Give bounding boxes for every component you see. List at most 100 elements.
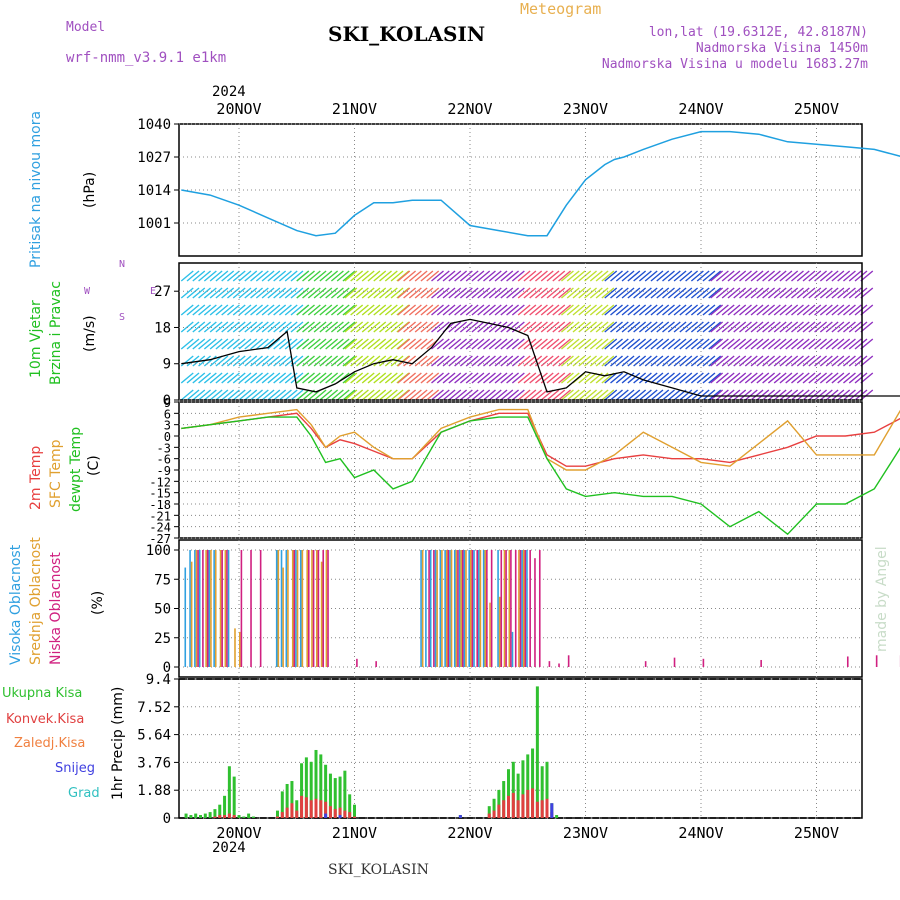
wind-barb bbox=[355, 389, 369, 401]
wind-barb bbox=[860, 321, 874, 333]
wind-barb bbox=[702, 372, 716, 384]
wind-tick-label: 9 bbox=[163, 357, 171, 373]
wind-barb bbox=[454, 355, 468, 367]
wind-barb bbox=[610, 270, 623, 282]
wind-barb bbox=[336, 304, 350, 316]
wind-barb bbox=[350, 389, 364, 401]
wind-barb bbox=[500, 304, 514, 316]
wind-barb bbox=[350, 338, 364, 350]
wind-barb bbox=[209, 338, 223, 350]
wind-barb bbox=[307, 372, 321, 384]
wind-barb bbox=[584, 321, 597, 333]
high-cloud-bar bbox=[511, 631, 514, 667]
low-cloud-bar bbox=[457, 550, 459, 667]
wind-barb bbox=[837, 287, 851, 299]
wind-barb bbox=[808, 372, 822, 384]
wind-barb bbox=[819, 287, 833, 299]
station-title: SKI_KOLASIN bbox=[328, 22, 486, 46]
wind-barb bbox=[715, 321, 729, 333]
wind-barb bbox=[414, 372, 428, 384]
wind-barb bbox=[558, 287, 571, 299]
mid-cloud-bar bbox=[239, 631, 241, 667]
high-cloud-label: Visoka Oblacnost bbox=[8, 544, 24, 665]
wind-barb bbox=[819, 338, 833, 350]
wind-barb bbox=[307, 389, 321, 401]
wind-barb bbox=[302, 321, 315, 333]
high-cloud-bar bbox=[420, 550, 422, 667]
high-cloud-bar bbox=[275, 550, 278, 667]
wind-barb bbox=[397, 372, 411, 384]
wind-barb bbox=[215, 389, 229, 401]
high-cloud-bar bbox=[463, 550, 466, 667]
wind-barb bbox=[186, 270, 200, 282]
wind-barb bbox=[589, 389, 603, 401]
low-cloud-bar bbox=[356, 658, 358, 667]
wind-barb bbox=[390, 389, 404, 401]
wind-barb bbox=[494, 304, 508, 316]
wind-barb bbox=[198, 389, 212, 401]
wind-barb bbox=[198, 304, 212, 316]
low-cloud-bar bbox=[226, 550, 228, 667]
wind-barb bbox=[267, 321, 281, 333]
wind-barb bbox=[578, 270, 592, 282]
wind-barb bbox=[436, 389, 450, 401]
wind-barb bbox=[831, 389, 845, 401]
wind-barb bbox=[572, 355, 586, 367]
wind-barb bbox=[442, 372, 456, 384]
wind-barb bbox=[627, 355, 641, 367]
wind-barb bbox=[773, 270, 787, 282]
wind-barb bbox=[762, 287, 776, 299]
wind-barb bbox=[727, 338, 741, 350]
mid-cloud-bar bbox=[522, 550, 525, 667]
wind-barb bbox=[511, 372, 525, 384]
wind-barb bbox=[739, 287, 752, 299]
wind-barb bbox=[215, 304, 229, 316]
wind-barb bbox=[414, 321, 428, 333]
wind-barb bbox=[831, 355, 845, 367]
wind-barb bbox=[558, 321, 571, 333]
lonlat-label: lon,lat (19.6312E, 42.8187N) bbox=[648, 25, 868, 40]
wind-barb bbox=[739, 304, 752, 316]
wind-barb bbox=[261, 338, 275, 350]
wind-barb bbox=[785, 304, 799, 316]
wind-barb bbox=[721, 372, 735, 384]
mid-cloud-bar bbox=[508, 550, 511, 667]
conv-precip-bar bbox=[497, 804, 501, 818]
wind-barb bbox=[560, 287, 574, 299]
mid-cloud-bar bbox=[219, 550, 222, 667]
wind-barb bbox=[500, 372, 514, 384]
wind-barb bbox=[566, 270, 580, 282]
wind-barb bbox=[367, 287, 381, 299]
wind-barb bbox=[802, 321, 816, 333]
high-cloud-bar bbox=[444, 550, 446, 667]
wind-barb bbox=[529, 287, 543, 299]
wind-barb bbox=[566, 389, 580, 401]
temp-tick-label: 3 bbox=[164, 419, 171, 433]
wind-barb bbox=[471, 304, 485, 316]
wind-barb bbox=[284, 389, 298, 401]
model-altitude-label: Nadmorska Visina u modelu 1683.27m bbox=[601, 57, 868, 72]
wind-barb bbox=[560, 355, 574, 367]
wind-barb bbox=[384, 338, 398, 350]
conv-precip-bar bbox=[218, 815, 222, 818]
wind-barb bbox=[662, 321, 675, 333]
wind-barb bbox=[595, 389, 609, 401]
wind-barb bbox=[762, 389, 776, 401]
low-cloud-bar bbox=[197, 550, 199, 667]
wind-barb bbox=[221, 372, 235, 384]
wind-barb bbox=[483, 287, 496, 299]
wind-barb bbox=[250, 270, 263, 282]
wind-barb bbox=[796, 372, 810, 384]
wind-barb bbox=[727, 304, 741, 316]
high-cloud-bar bbox=[299, 550, 302, 667]
wind-barb bbox=[773, 355, 787, 367]
wind-barb bbox=[572, 270, 586, 282]
mid-cloud-bar bbox=[311, 550, 313, 667]
wind-barb bbox=[203, 321, 217, 333]
pressure-tick-label: 1014 bbox=[137, 183, 171, 199]
wind-barb bbox=[523, 304, 537, 316]
wind-barb bbox=[403, 355, 417, 367]
wind-barb bbox=[488, 270, 502, 282]
day-label-bottom: 22NOV bbox=[447, 824, 492, 842]
wind-barb bbox=[261, 389, 275, 401]
